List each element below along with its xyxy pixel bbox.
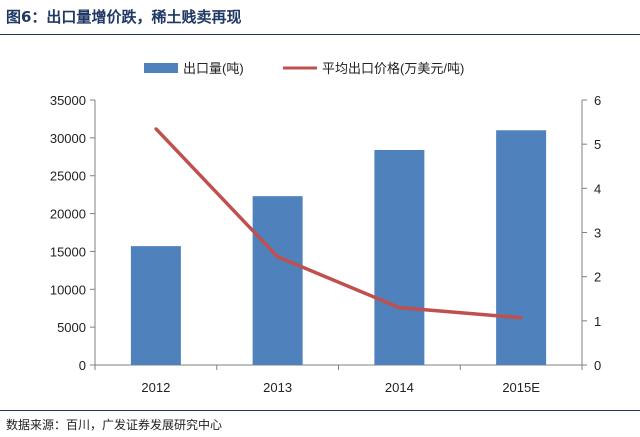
price-point-2014 <box>397 306 401 310</box>
legend-bar-swatch <box>144 63 178 73</box>
y-right-tick-label: 3 <box>594 226 601 241</box>
y-right-tick-label: 1 <box>594 314 601 329</box>
y-right-tick-label: 4 <box>594 181 601 196</box>
price-point-2012 <box>154 127 158 131</box>
y-right-tick-label: 2 <box>594 270 601 285</box>
title-rule <box>0 34 640 35</box>
bar-2012 <box>130 246 181 365</box>
chart: 出口量(吨) 平均出口价格(万美元/吨) 0 5000 10000 15000 2000… <box>50 61 601 395</box>
legend-bar-label: 出口量(吨) <box>183 61 244 76</box>
y-left-tick-label: 20000 <box>50 207 86 222</box>
bar-2013 <box>252 196 303 365</box>
source-rule <box>0 410 640 411</box>
y-right-tick-label: 5 <box>594 137 601 152</box>
y-right-tick-label: 6 <box>594 93 601 108</box>
y-left-tick-label: 35000 <box>50 93 86 108</box>
figure-title: 图6：出口量增价跌，稀土贱卖再现 <box>6 8 242 26</box>
x-tick-label: 2012 <box>141 380 170 395</box>
source-note: 数据来源：百川，广发证券发展研究中心 <box>6 418 223 432</box>
x-tick-label: 2014 <box>385 380 414 395</box>
y-left-tick-label: 25000 <box>50 169 86 184</box>
y-left-tick-label: 0 <box>79 358 86 373</box>
y-left-tick-label: 15000 <box>50 244 86 259</box>
plot-area: 0 5000 10000 15000 20000 25000 30000 35000 0 1 2 3 4… <box>50 93 601 395</box>
y-left-tick-label: 30000 <box>50 131 86 146</box>
x-tick-label: 2015E <box>502 380 540 395</box>
y-right-tick-label: 0 <box>594 358 601 373</box>
y-left-tick-label: 5000 <box>57 320 86 335</box>
price-line <box>154 127 522 320</box>
y-left-tick-label: 10000 <box>50 282 86 297</box>
bar-2014 <box>374 149 425 365</box>
x-tick-label: 2013 <box>263 380 292 395</box>
bar-2015E <box>496 130 547 365</box>
price-point-2013 <box>276 255 280 259</box>
legend-line-label: 平均出口价格(万美元/吨) <box>322 61 464 76</box>
price-point-2015E <box>519 316 523 320</box>
legend: 出口量(吨) 平均出口价格(万美元/吨) <box>144 61 464 76</box>
